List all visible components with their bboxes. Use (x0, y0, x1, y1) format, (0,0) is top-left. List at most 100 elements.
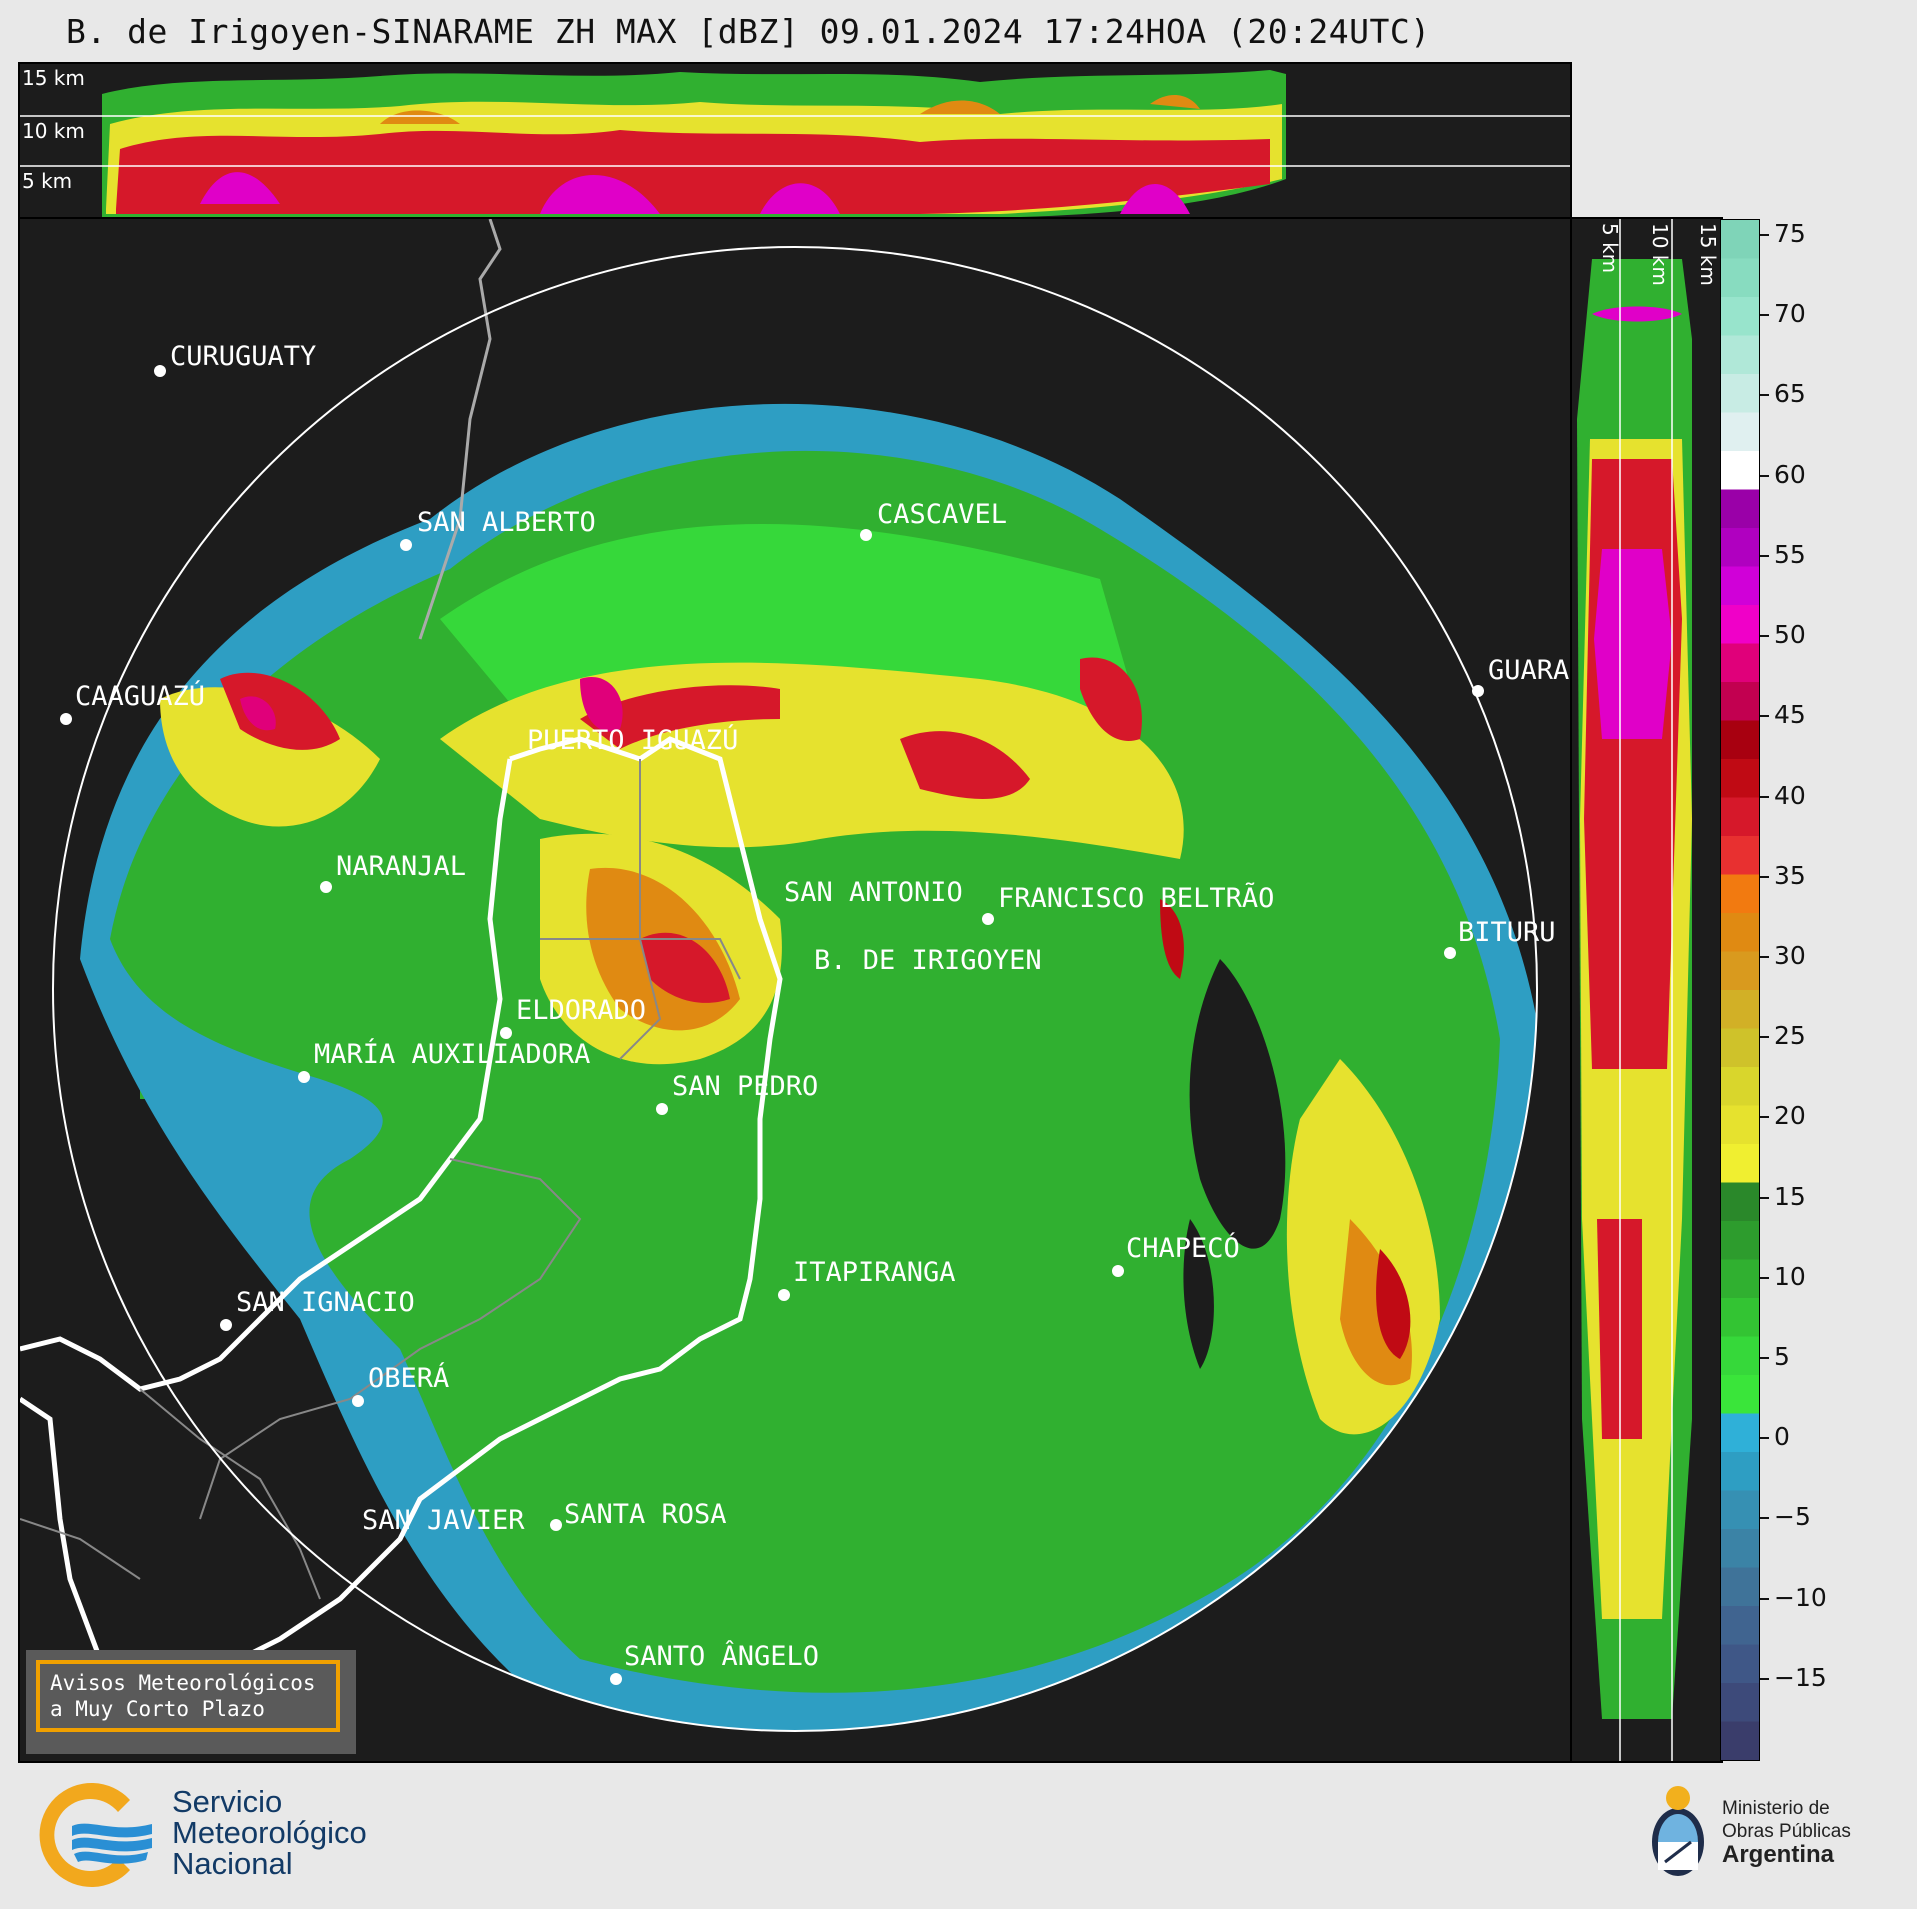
colorbar-tick-mark (1760, 1196, 1769, 1199)
top-height-label-15km: 15 km (22, 66, 85, 90)
city-marker (400, 539, 412, 551)
smn-line-2: Meteorológico (172, 1815, 367, 1850)
city-marker (1472, 685, 1484, 697)
right-height-label-15km: 15 km (1696, 223, 1720, 286)
city-label-eldorado: ELDORADO (516, 995, 647, 1026)
notice-frame: Avisos Meteorológicos a Muy Corto Plazo (36, 1660, 340, 1732)
ministry-logo-text: Ministerio de Obras Públicas Argentina (1722, 1797, 1851, 1868)
colorbar-tick-label: 30 (1774, 940, 1806, 970)
notice-box: Avisos Meteorológicos a Muy Corto Plazo (26, 1650, 356, 1754)
city-label-san-alberto: SAN ALBERTO (417, 507, 596, 538)
city-label-obera: OBERÁ (368, 1363, 450, 1394)
colorbar-tick-mark (1760, 635, 1769, 638)
right-height-label-5km: 5 km (1598, 223, 1622, 274)
colorbar-tick-label: 60 (1774, 459, 1806, 489)
colorbar-tick-label: 0 (1774, 1422, 1790, 1452)
colorbar-tick-mark (1760, 314, 1769, 317)
colorbar-tick-label: 15 (1774, 1181, 1806, 1211)
city-marker (860, 529, 872, 541)
city-label-francisco-beltrao: FRANCISCO BELTRÃO (998, 883, 1275, 914)
colorbar-tick-label: 50 (1774, 620, 1806, 650)
ministry-line-1: Ministerio de (1722, 1798, 1830, 1819)
colorbar-tick-label: 70 (1774, 299, 1806, 329)
city-label-san-antonio: SAN ANTONIO (784, 877, 963, 908)
city-marker (550, 1519, 562, 1531)
city-label-guara: GUARA (1488, 655, 1570, 686)
city-marker (298, 1071, 310, 1083)
colorbar-tick-mark (1760, 1517, 1769, 1520)
city-label-caaguazu: CAAGUAZÚ (75, 681, 206, 712)
colorbar-tick-label: 35 (1774, 860, 1806, 890)
radar-site-label: B. DE IRIGOYEN (814, 945, 1042, 976)
colorbar-tick-mark (1760, 1437, 1769, 1440)
radar-map-panel: CURUGUATY SAN ALBERTO CASCAVEL CAAGUAZÚ … (18, 217, 1572, 1763)
city-label-cascavel: CASCAVEL (877, 499, 1008, 530)
city-marker (656, 1103, 668, 1115)
top-height-label-10km: 10 km (22, 119, 85, 143)
dbz-colorbar (1720, 219, 1760, 1761)
colorbar-tick-label: 55 (1774, 539, 1806, 569)
argentina-coat-of-arms-icon (1652, 1786, 1704, 1876)
right-cross-section-panel: 5 km 10 km 15 km (1570, 217, 1723, 1763)
smn-line-3: Nacional (172, 1846, 293, 1881)
colorbar-tick-mark (1760, 795, 1769, 798)
city-label-naranjal: NARANJAL (336, 851, 467, 882)
colorbar-tick-mark (1760, 955, 1769, 958)
top-height-label-5km: 5 km (22, 169, 73, 193)
city-marker (220, 1319, 232, 1331)
city-marker (778, 1289, 790, 1301)
colorbar-tick-mark (1760, 1356, 1769, 1359)
city-label-santa-rosa: SANTA ROSA (564, 1499, 727, 1530)
colorbar-tick-label: 75 (1774, 219, 1806, 249)
colorbar-tick-mark (1760, 1116, 1769, 1119)
colorbar-tick-label: −10 (1774, 1582, 1827, 1612)
city-marker (610, 1673, 622, 1685)
colorbar-tick-mark (1760, 474, 1769, 477)
city-label-chapeco: CHAPECÓ (1126, 1233, 1240, 1264)
city-marker (320, 881, 332, 893)
colorbar-tick-label: 20 (1774, 1101, 1806, 1131)
colorbar-tick-label: −5 (1774, 1502, 1811, 1532)
city-marker (500, 1027, 512, 1039)
city-label-san-ignacio: SAN IGNACIO (236, 1287, 415, 1318)
colorbar-tick-mark (1760, 1036, 1769, 1039)
colorbar-tick-mark (1760, 1276, 1769, 1279)
colorbar-tick-mark (1760, 394, 1769, 397)
colorbar-tick-label: 10 (1774, 1261, 1806, 1291)
city-marker (982, 913, 994, 925)
city-marker (1444, 947, 1456, 959)
city-marker (352, 1395, 364, 1407)
colorbar-tick-label: 45 (1774, 700, 1806, 730)
city-marker (1112, 1265, 1124, 1277)
right-height-label-10km: 10 km (1648, 223, 1672, 286)
smn-line-1: Servicio (172, 1784, 283, 1819)
radar-echo-layer (20, 219, 1538, 1732)
colorbar-tick-label: −15 (1774, 1662, 1827, 1692)
right-cross-section-echoes (1577, 219, 1692, 1761)
colorbar-tick-label: 25 (1774, 1021, 1806, 1051)
city-label-bituru: BITURU (1458, 917, 1556, 948)
top-cross-section-echoes (20, 70, 1570, 217)
colorbar-tick-label: 40 (1774, 780, 1806, 810)
city-marker (60, 713, 72, 725)
smn-logo-icon (39, 1783, 152, 1887)
city-label-curuguaty: CURUGUATY (170, 341, 317, 372)
city-label-santo-angelo: SANTO ÂNGELO (624, 1641, 820, 1672)
top-cross-section-panel: 15 km 10 km 5 km (18, 62, 1572, 219)
city-label-itapiranga: ITAPIRANGA (793, 1257, 956, 1288)
ministry-line-3: Argentina (1722, 1841, 1835, 1868)
colorbar-tick-label: 65 (1774, 379, 1806, 409)
smn-logo-text: Servicio Meteorológico Nacional (172, 1786, 367, 1879)
colorbar-tick-label: 5 (1774, 1341, 1790, 1371)
colorbar-tick-mark (1760, 554, 1769, 557)
colorbar-tick-mark (1760, 715, 1769, 718)
city-label-puerto-iguazu: PUERTO IGUAZÚ (527, 725, 739, 756)
city-label-maria-auxiliadora: MARÍA AUXILIADORA (314, 1039, 591, 1070)
colorbar-tick-mark (1760, 1677, 1769, 1680)
colorbar-tick-mark (1760, 234, 1769, 237)
ministry-line-2: Obras Públicas (1722, 1821, 1851, 1842)
city-label-san-pedro: SAN PEDRO (672, 1071, 819, 1102)
notice-line-2: a Muy Corto Plazo (50, 1697, 265, 1721)
city-marker (154, 365, 166, 377)
notice-line-1: Avisos Meteorológicos (50, 1671, 316, 1695)
